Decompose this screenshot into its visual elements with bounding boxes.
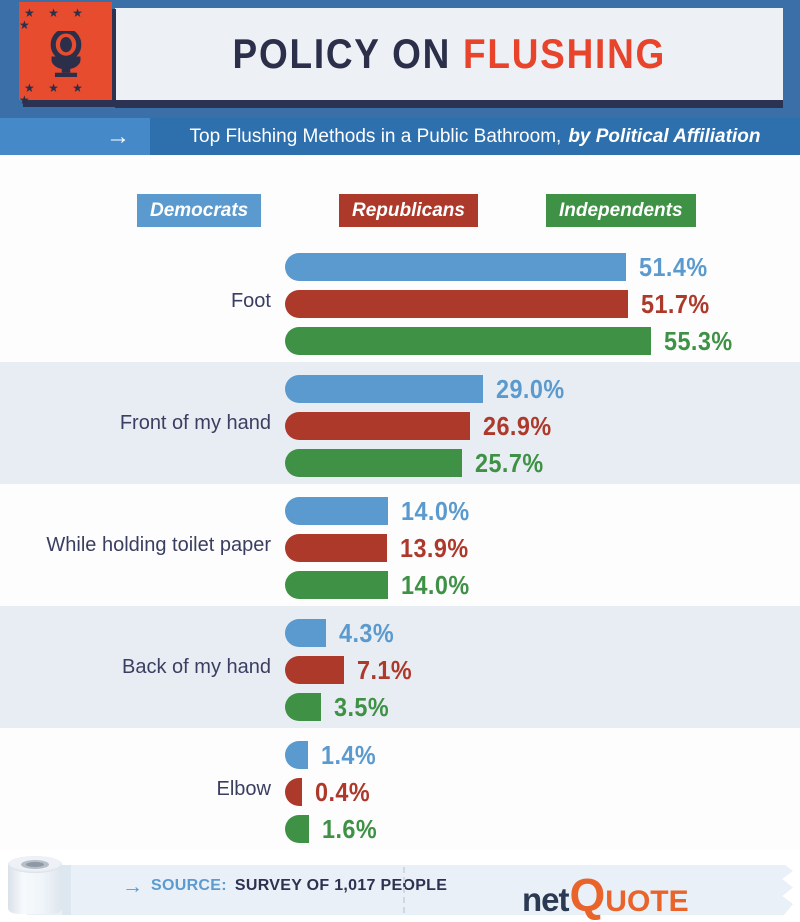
bar-democrats [285, 375, 484, 403]
bar-group: 4.3% 7.1% 3.5% [285, 606, 800, 728]
bar-line-republicans: 0.4% [285, 776, 800, 807]
stars-bottom: ★ ★ ★ ★ [19, 81, 88, 107]
value-label: 51.4% [638, 251, 708, 282]
netquote-logo: net Q UOTE [522, 872, 689, 918]
stars-top: ★ ★ ★ ★ [19, 6, 88, 32]
arrow-right-icon: → [106, 122, 130, 150]
value-label: 3.5% [334, 691, 390, 722]
title-prefix: POLICY ON [232, 30, 451, 77]
bar-independents [285, 571, 389, 599]
value-label: 14.0% [401, 495, 470, 526]
category-label: Front of my hand [119, 411, 271, 434]
bar-chart: Democrats Republicans Independents Foot 51.… [0, 155, 800, 850]
bar-line-independents: 25.7% [285, 447, 800, 478]
bar-independents [285, 327, 651, 355]
toilet-paper-roll-icon [8, 856, 62, 916]
bar-independents [285, 449, 463, 477]
bar-line-independents: 55.3% [285, 325, 800, 356]
bar-line-democrats: 4.3% [285, 617, 800, 648]
logo-q: Q [569, 869, 606, 921]
bar-republicans [285, 778, 302, 806]
value-label: 1.4% [320, 739, 377, 770]
value-label: 7.1% [357, 654, 413, 685]
title-accent: FLUSHING [462, 30, 666, 77]
page-title: POLICY ON FLUSHING [232, 30, 665, 78]
category-label: While holding toilet paper [46, 533, 271, 556]
bar-line-republicans: 7.1% [285, 654, 800, 685]
bar-line-independents: 1.6% [285, 813, 800, 844]
chart-row: Back of my hand 4.3% 7.1% 3.5% [0, 606, 800, 728]
bar-group: 51.4% 51.7% 55.3% [285, 240, 800, 362]
bar-democrats [285, 253, 626, 281]
value-label: 1.6% [322, 813, 378, 844]
chart-legend: Democrats Republicans Independents [0, 155, 800, 240]
bar-line-independents: 14.0% [285, 569, 800, 600]
value-label: 29.0% [496, 373, 566, 404]
value-label: 4.3% [339, 617, 395, 648]
toilet-icon [40, 28, 92, 82]
value-label: 51.7% [640, 288, 710, 319]
banner-subtitle-bold: by Political Affiliation [568, 125, 761, 147]
bar-group: 1.4% 0.4% 1.6% [285, 728, 800, 850]
subtitle-banner: → Top Flushing Methods in a Public Bathr… [0, 118, 800, 155]
bar-group: 29.0% 26.9% 25.7% [285, 362, 800, 484]
category-label: Elbow [216, 777, 271, 800]
bar-republicans [285, 412, 471, 440]
source-text: SURVEY OF 1,017 PEOPLE [234, 877, 448, 894]
banner-subtitle: Top Flushing Methods in a Public Bathroo… [150, 118, 800, 155]
category-label: Foot [230, 289, 271, 312]
chart-rows: Foot 51.4% 51.7% 55.3% Front of my hand 29.0%… [0, 240, 800, 850]
bar-democrats [285, 497, 389, 525]
footer: → SOURCE: SURVEY OF 1,017 PEOPLE net Q U… [0, 850, 800, 922]
chart-row: Foot 51.4% 51.7% 55.3% [0, 240, 800, 362]
footer-divider [403, 867, 405, 913]
value-label: 25.7% [475, 447, 545, 478]
bar-line-republicans: 51.7% [285, 288, 800, 319]
bar-line-democrats: 1.4% [285, 739, 800, 770]
bar-group: 14.0% 13.9% 14.0% [285, 484, 800, 606]
legend-democrats: Democrats [137, 194, 262, 227]
toilet-paper-strip [27, 865, 793, 915]
bar-republicans [285, 534, 388, 562]
bar-line-independents: 3.5% [285, 691, 800, 722]
bar-line-democrats: 14.0% [285, 495, 800, 526]
banner-arrow-box: → [0, 118, 150, 155]
legend-republicans: Republicans [339, 194, 478, 227]
legend-independents: Independents [546, 194, 696, 227]
bar-democrats [285, 619, 327, 647]
bar-independents [285, 693, 322, 721]
value-label: 13.9% [400, 532, 470, 563]
toilet-paper-seam [62, 865, 71, 915]
title-card: POLICY ON FLUSHING [115, 8, 783, 100]
value-label: 0.4% [314, 776, 370, 807]
value-label: 26.9% [483, 410, 552, 441]
value-label: 14.0% [401, 569, 470, 600]
logo-net: net [522, 881, 569, 918]
toilet-badge: ★ ★ ★ ★ ★ ★ ★ ★ [19, 2, 112, 106]
bar-republicans [285, 290, 628, 318]
bar-democrats [285, 741, 308, 769]
header: ★ ★ ★ ★ ★ ★ ★ ★ POLICY ON FLUSHING [0, 0, 800, 118]
source-note: → SOURCE: SURVEY OF 1,017 PEOPLE [122, 850, 447, 922]
chart-row: While holding toilet paper 14.0% 13.9% 14.0… [0, 484, 800, 606]
banner-subtitle-regular: Top Flushing Methods in a Public Bathroo… [189, 125, 562, 147]
logo-uote: UOTE [605, 885, 689, 918]
chart-row: Elbow 1.4% 0.4% 1.6% [0, 728, 800, 850]
chart-row: Front of my hand 29.0% 26.9% 25.7% [0, 362, 800, 484]
arrow-right-icon: → [122, 874, 143, 898]
bar-republicans [285, 656, 345, 684]
bar-line-republicans: 13.9% [285, 532, 800, 563]
bar-independents [285, 815, 310, 843]
value-label: 55.3% [663, 325, 733, 356]
source-label: SOURCE: [151, 877, 227, 894]
bar-line-democrats: 51.4% [285, 251, 800, 282]
category-label: Back of my hand [122, 655, 271, 678]
bar-line-democrats: 29.0% [285, 373, 800, 404]
bar-line-republicans: 26.9% [285, 410, 800, 441]
